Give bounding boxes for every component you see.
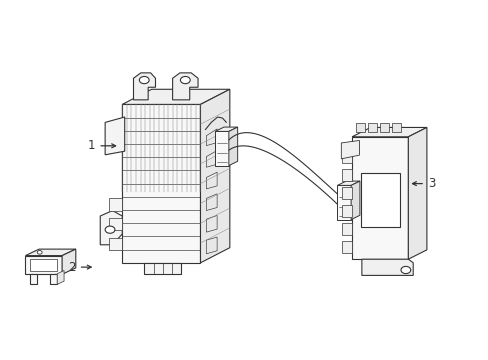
Polygon shape — [392, 123, 401, 132]
Polygon shape — [361, 259, 412, 275]
Polygon shape — [144, 263, 181, 274]
Polygon shape — [215, 127, 237, 131]
Polygon shape — [342, 223, 351, 235]
Bar — [360, 173, 399, 227]
Polygon shape — [337, 181, 359, 185]
Polygon shape — [122, 104, 200, 263]
Polygon shape — [342, 169, 351, 181]
Polygon shape — [350, 181, 359, 220]
Polygon shape — [50, 274, 57, 284]
Polygon shape — [200, 89, 229, 263]
Polygon shape — [100, 211, 122, 245]
Polygon shape — [355, 123, 364, 132]
Circle shape — [400, 266, 410, 274]
Polygon shape — [172, 73, 198, 100]
Polygon shape — [341, 140, 359, 159]
Polygon shape — [25, 249, 76, 256]
Polygon shape — [351, 127, 426, 137]
Text: 2: 2 — [68, 261, 91, 274]
Polygon shape — [215, 131, 228, 166]
Polygon shape — [108, 218, 122, 230]
Polygon shape — [367, 123, 376, 132]
Polygon shape — [62, 249, 76, 274]
Polygon shape — [108, 198, 122, 211]
Polygon shape — [25, 256, 62, 274]
Circle shape — [105, 226, 115, 233]
Polygon shape — [337, 185, 350, 220]
Polygon shape — [342, 205, 351, 217]
Text: 3: 3 — [412, 177, 434, 190]
Polygon shape — [228, 127, 237, 166]
Circle shape — [180, 76, 190, 84]
Polygon shape — [105, 117, 124, 155]
Polygon shape — [108, 238, 122, 250]
Polygon shape — [122, 89, 229, 104]
Text: 1: 1 — [88, 139, 115, 152]
Polygon shape — [133, 73, 155, 100]
Circle shape — [139, 76, 149, 84]
Polygon shape — [342, 151, 351, 163]
Polygon shape — [407, 127, 426, 259]
Polygon shape — [342, 187, 351, 199]
Polygon shape — [380, 123, 388, 132]
Polygon shape — [30, 274, 37, 284]
Polygon shape — [57, 270, 64, 284]
Circle shape — [37, 251, 42, 254]
Polygon shape — [342, 241, 351, 253]
Bar — [30, 259, 57, 271]
Polygon shape — [351, 137, 407, 259]
